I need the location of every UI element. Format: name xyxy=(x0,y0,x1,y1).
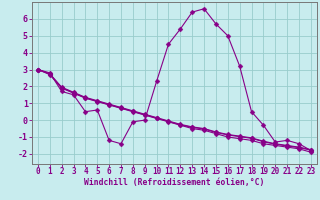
X-axis label: Windchill (Refroidissement éolien,°C): Windchill (Refroidissement éolien,°C) xyxy=(84,178,265,187)
